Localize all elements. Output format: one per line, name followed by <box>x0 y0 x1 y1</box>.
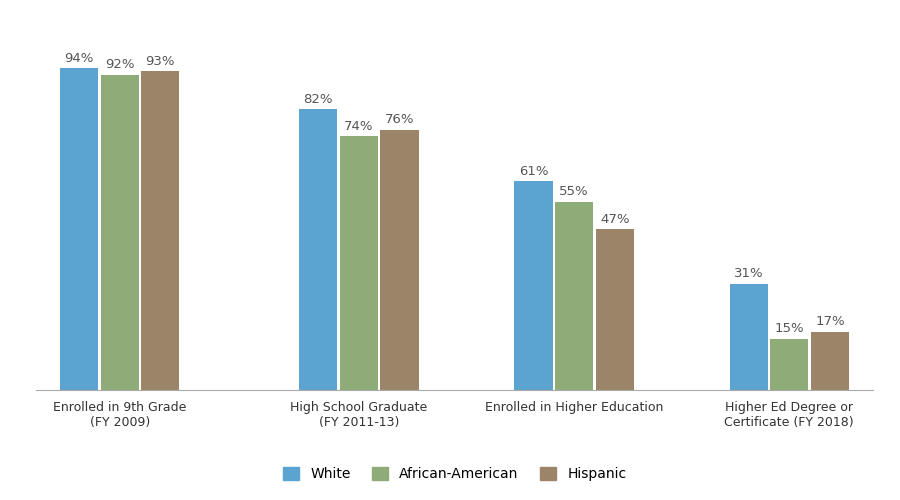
Bar <box>381 130 418 390</box>
Bar <box>339 136 378 390</box>
Bar <box>141 72 179 390</box>
Text: 17%: 17% <box>815 316 845 328</box>
Bar <box>770 338 808 390</box>
Legend: White, African-American, Hispanic: White, African-American, Hispanic <box>277 462 632 486</box>
Text: 61%: 61% <box>518 164 548 177</box>
Bar <box>101 75 139 390</box>
Bar <box>730 284 768 390</box>
Text: 94%: 94% <box>65 52 94 64</box>
Text: 15%: 15% <box>775 322 804 335</box>
Bar <box>811 332 849 390</box>
Text: 92%: 92% <box>105 58 134 71</box>
Text: 47%: 47% <box>600 212 629 226</box>
Text: 76%: 76% <box>384 113 414 126</box>
Text: 82%: 82% <box>303 92 333 106</box>
Text: 74%: 74% <box>344 120 374 133</box>
Text: 55%: 55% <box>559 185 589 198</box>
Bar <box>555 202 593 390</box>
Bar <box>514 181 553 390</box>
Bar <box>60 68 98 390</box>
Bar <box>596 229 634 390</box>
Bar <box>299 109 338 390</box>
Text: 93%: 93% <box>146 55 176 68</box>
Text: 31%: 31% <box>734 268 763 280</box>
